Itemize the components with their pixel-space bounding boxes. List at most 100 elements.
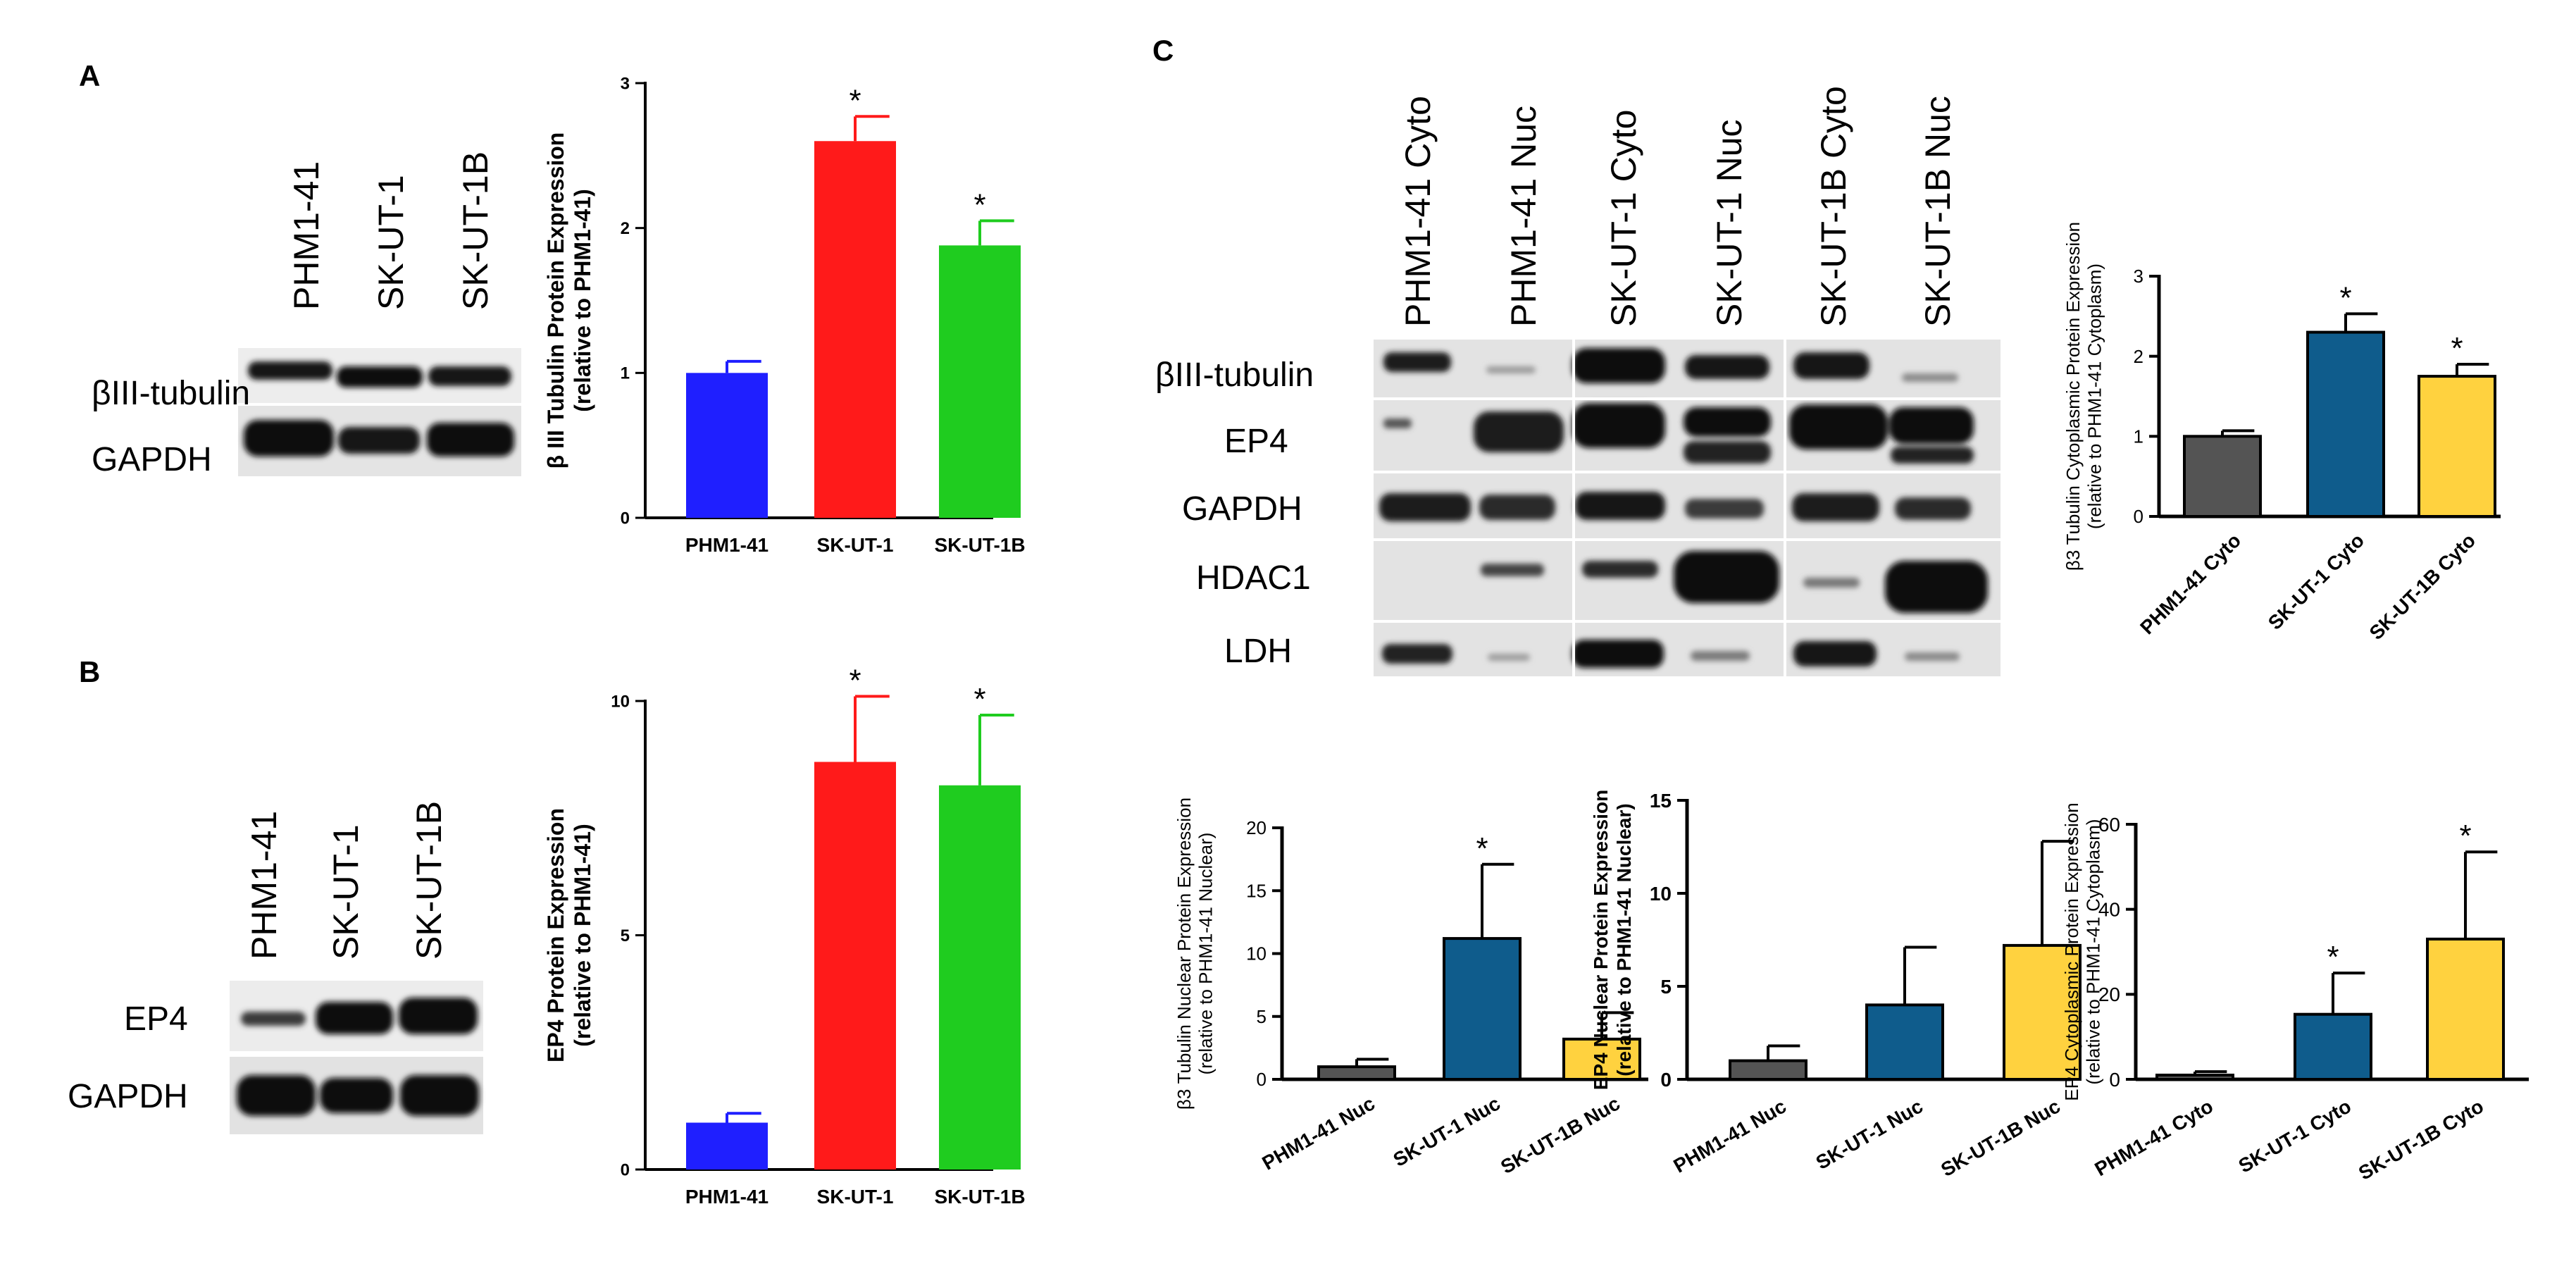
chart_c3-ytick-label-2: 10 — [1650, 883, 1672, 905]
chart_c4-ylabel-line-0: EP4 Cytoplasmic Protein Expression — [2061, 802, 2082, 1100]
chart_c1-ytick-label-1: 1 — [2134, 426, 2143, 447]
chart_a-bar-0 — [686, 373, 768, 518]
blot-c-lane-4: SK-UT-1 Nuc — [1710, 119, 1749, 327]
chart_a-ytick-label-1: 1 — [621, 364, 630, 383]
chart_c4-ylabel-line-1: (relative to PHM1-41 Cytoplasm) — [2083, 819, 2104, 1084]
blot-c-band-5: LDH — [1224, 633, 1292, 670]
chart_b-bar-0 — [686, 1122, 768, 1170]
chart_c1-ytick-label-3: 3 — [2134, 266, 2143, 287]
chart_c2-ytick-label-4: 20 — [1246, 817, 1267, 838]
chart_c1-star-2: * — [2451, 331, 2463, 366]
chart_c3-category-2: SK-UT-1B Nuc — [1937, 1095, 2064, 1181]
chart_c1-category-0: PHM1-41 Cyto — [2136, 529, 2245, 638]
chart_c2-ytick-label-0: 0 — [1257, 1069, 1267, 1090]
chart_c4-ytick-label-2: 40 — [2098, 898, 2120, 920]
chart_c3-bar-2 — [2003, 943, 2082, 1081]
chart_a-ylabel-line-0: β III Tubulin Protein Expression — [543, 132, 568, 469]
chart_b-star-2: * — [973, 682, 985, 716]
chart_a-bar-2 — [939, 245, 1021, 518]
blot-c-band-1: βIII-tubulin — [1155, 356, 1314, 394]
chart_c3-bar-1 — [1865, 1003, 1944, 1081]
chart_c1-category-2: SK-UT-1B Cyto — [2365, 529, 2480, 644]
chart_c3-ytick-label-3: 15 — [1650, 790, 1672, 812]
blot-b-lane-2: SK-UT-1 — [326, 824, 366, 960]
chart_c3-ylabel-line-1: (relative to PHM1-41 Nuclear) — [1613, 803, 1635, 1076]
chart_c1-bar-1 — [2306, 330, 2385, 518]
chart_c4-ytick-label-3: 60 — [2098, 814, 2120, 836]
chart_c1-ytick-label-0: 0 — [2134, 506, 2143, 527]
chart_c1-bar-0 — [2183, 435, 2262, 518]
chart-c3: 0 5 10 15 EP4 Nuclear Protein Expression (rel… — [1590, 790, 2082, 1181]
chart_a-ytick-label-3: 3 — [621, 74, 630, 93]
blot-c-lane-5: SK-UT-1B Cyto — [1814, 86, 1853, 327]
chart_b-ylabel-line-1: (relative to PHM1-41) — [570, 824, 595, 1047]
chart_c2-bar-0 — [1317, 1065, 1396, 1081]
chart_c4-star-1: * — [2327, 940, 2339, 974]
chart_c4-bar-2 — [2426, 937, 2505, 1081]
blot-c-band-2: EP4 — [1224, 423, 1288, 460]
chart_b-category-2: SK-UT-1B — [934, 1186, 1025, 1208]
chart_c3-ytick-label-0: 0 — [1660, 1069, 1672, 1091]
chart_c2-ytick-label-1: 5 — [1257, 1006, 1267, 1027]
chart_a-ylabel-line-1: (relative to PHM1-41) — [570, 189, 595, 412]
chart_c3-category-1: SK-UT-1 Nuc — [1812, 1095, 1927, 1174]
chart_b-ytick-label-1: 5 — [621, 926, 630, 945]
blot-b-band-2: GAPDH — [68, 1078, 188, 1115]
chart_a-category-2: SK-UT-1B — [934, 534, 1025, 556]
chart_b-category-1: SK-UT-1 — [817, 1186, 894, 1208]
chart_c2-category-1: SK-UT-1 Nuc — [1390, 1092, 1504, 1171]
chart_c3-category-0: PHM1-41 Nuc — [1670, 1095, 1790, 1177]
chart_c3-ytick-label-1: 5 — [1660, 976, 1672, 998]
chart_a-category-1: SK-UT-1 — [817, 534, 894, 556]
chart_c4-ytick-label-0: 0 — [2109, 1069, 2120, 1091]
blot-c: PHM1-41 Cyto PHM1-41 Nuc SK-UT-1 Cyto SK… — [1155, 86, 2001, 676]
chart_c4-bar-0 — [2155, 1073, 2234, 1081]
blot-b-lane-3: SK-UT-1B — [409, 801, 449, 960]
chart_b-ytick-label-0: 0 — [621, 1160, 630, 1179]
panel-letter-c: C — [1152, 34, 1174, 67]
blot-c-band-3: GAPDH — [1182, 490, 1302, 528]
blot-b-lane-1: PHM1-41 — [244, 811, 284, 960]
blot-b-band-1: EP4 — [124, 1000, 188, 1038]
chart_c4-category-1: SK-UT-1 Cyto — [2235, 1095, 2355, 1177]
chart_c4-star-2: * — [2459, 819, 2471, 853]
chart_a-ytick-label-2: 2 — [621, 219, 630, 238]
blot-c-lane-6: SK-UT-1B Nuc — [1918, 96, 1958, 327]
chart-c2: 0 5 10 15 20 β3 Tubulin Nuclear Protein Expre… — [1174, 798, 1648, 1178]
blot-c-lane-3: SK-UT-1 Cyto — [1604, 110, 1643, 327]
chart_b-bar-1 — [814, 762, 896, 1170]
panel-letter-a: A — [79, 59, 100, 92]
chart_b-category-0: PHM1-41 — [685, 1186, 769, 1208]
chart_c2-ylabel-line-1: (relative to PHM1-41 Nuclear) — [1195, 833, 1217, 1075]
chart_c4-category-2: SK-UT-1B Cyto — [2355, 1095, 2487, 1184]
chart_a-star-2: * — [973, 187, 985, 222]
chart_c2-bar-1 — [1443, 937, 1522, 1081]
chart-b: 0 5 10 EP4 Protein Expression (relative to P… — [543, 663, 1026, 1208]
blot-c-lane-2: PHM1-41 Nuc — [1504, 106, 1543, 327]
chart_c1-ylabel-line-0: β3 Tubulin Cytoplasmic Protein Expressio… — [2062, 222, 2084, 571]
chart_b-ytick-label-2: 10 — [611, 692, 630, 711]
blot-a-lane-3: SK-UT-1B — [456, 151, 495, 310]
chart_b-bar-2 — [939, 785, 1021, 1170]
chart_c1-ytick-label-2: 2 — [2134, 346, 2143, 367]
blot-a-band-2: GAPDH — [92, 441, 212, 478]
chart_c2-star-1: * — [1476, 831, 1488, 866]
chart_c3-ylabel-line-0: EP4 Nuclear Protein Expression — [1590, 790, 1612, 1090]
chart_a-bar-1 — [814, 141, 896, 518]
chart_a-star-1: * — [849, 83, 861, 118]
chart_c2-ytick-label-2: 10 — [1246, 943, 1267, 964]
chart_c4-category-0: PHM1-41 Cyto — [2091, 1095, 2217, 1180]
chart_a-ytick-label-0: 0 — [621, 509, 630, 528]
blot-c-bands — [1379, 348, 1988, 668]
panel-letter-b: B — [79, 655, 100, 688]
chart-c1: 0 1 2 3 β3 Tubulin Cytoplasmic Protein Expre… — [2062, 222, 2501, 644]
blot-c-lane-1: PHM1-41 Cyto — [1398, 96, 1438, 327]
chart_c1-ylabel-line-1: (relative to PHM1-41 Cytoplasm) — [2084, 263, 2105, 529]
chart_c4-ytick-label-1: 20 — [2098, 984, 2120, 1005]
chart_c2-ylabel-line-0: β3 Tubulin Nuclear Protein Expression — [1174, 798, 1195, 1110]
blot-a-band-1: βIII-tubulin — [92, 375, 250, 412]
chart_c2-category-0: PHM1-41 Nuc — [1259, 1092, 1379, 1174]
chart-c4: 0 20 40 60 EP4 Cytoplasmic Protein Expressio… — [2061, 802, 2529, 1184]
